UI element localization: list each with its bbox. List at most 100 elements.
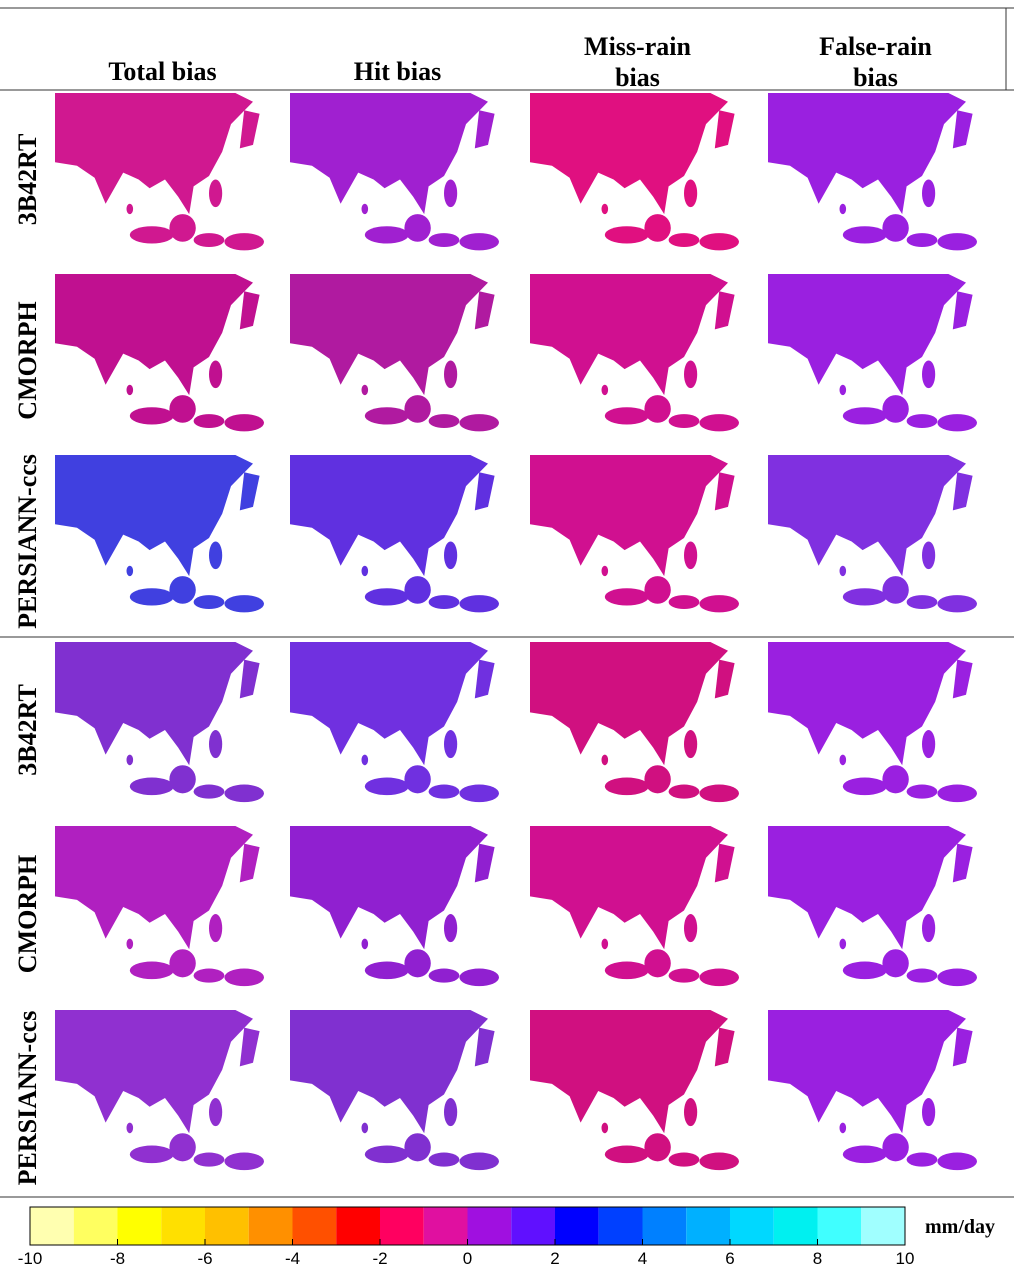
tick-label: 2 xyxy=(550,1249,559,1268)
island xyxy=(684,914,698,943)
island xyxy=(459,414,500,432)
island xyxy=(193,968,225,983)
row-label: CMORPH xyxy=(13,301,42,419)
island xyxy=(126,203,134,215)
island xyxy=(404,576,431,604)
land xyxy=(55,274,253,396)
japan xyxy=(239,843,260,883)
column-header: Miss-rain bias xyxy=(584,32,691,92)
island xyxy=(882,949,909,978)
japan xyxy=(714,472,735,511)
tick-label: -2 xyxy=(372,1249,387,1268)
colorbar-bin xyxy=(773,1207,818,1245)
island xyxy=(169,395,196,423)
japan xyxy=(474,1027,495,1067)
island xyxy=(404,395,431,423)
japan xyxy=(952,843,973,883)
japan xyxy=(714,291,735,330)
island xyxy=(644,214,671,242)
land xyxy=(530,1010,728,1134)
island xyxy=(224,233,264,251)
island xyxy=(644,765,671,794)
island xyxy=(882,214,909,242)
island xyxy=(193,414,225,428)
land xyxy=(55,93,253,215)
island xyxy=(839,203,847,215)
tick-label: -6 xyxy=(197,1249,212,1268)
colorbar-bin xyxy=(598,1207,643,1245)
land xyxy=(55,826,253,950)
land xyxy=(768,826,966,950)
island xyxy=(937,414,977,432)
land xyxy=(530,826,728,950)
island xyxy=(126,754,134,766)
map-panel xyxy=(768,455,977,613)
map-panel xyxy=(290,455,500,613)
island xyxy=(364,1145,409,1164)
island xyxy=(428,968,460,983)
tick-label: 10 xyxy=(896,1249,915,1268)
island xyxy=(839,565,847,577)
island xyxy=(444,730,458,759)
island xyxy=(937,233,977,251)
map-panel xyxy=(55,93,264,251)
map-panel xyxy=(290,274,500,432)
island xyxy=(126,565,134,577)
map-panel xyxy=(768,93,977,251)
colorbar-bin xyxy=(730,1207,774,1245)
island xyxy=(644,949,671,978)
island xyxy=(361,754,369,766)
island xyxy=(882,765,909,794)
land xyxy=(290,455,488,577)
island xyxy=(699,233,739,251)
island xyxy=(842,961,887,980)
island xyxy=(601,203,609,215)
island xyxy=(404,765,431,794)
island xyxy=(601,565,609,577)
colorbar-bin xyxy=(30,1207,74,1245)
column-header: False-rain bias xyxy=(819,32,932,92)
island xyxy=(428,233,460,247)
land xyxy=(768,1010,966,1134)
japan xyxy=(714,843,735,883)
colorbar-bin xyxy=(380,1207,424,1245)
island xyxy=(937,968,977,987)
island xyxy=(404,949,431,978)
colorbar-unit: mm/day xyxy=(925,1216,995,1238)
land xyxy=(55,642,253,766)
land xyxy=(530,455,728,577)
island xyxy=(839,938,847,950)
island xyxy=(699,784,739,803)
island xyxy=(684,360,698,389)
island xyxy=(364,588,409,606)
island xyxy=(668,784,700,799)
island xyxy=(126,938,134,950)
column-header: Total bias xyxy=(108,57,216,86)
island xyxy=(906,595,938,609)
map-panel xyxy=(290,826,500,987)
island xyxy=(129,588,174,606)
tick-label: 4 xyxy=(638,1249,647,1268)
japan xyxy=(952,472,973,511)
island xyxy=(444,541,458,570)
island xyxy=(601,384,609,396)
island xyxy=(428,414,460,428)
japan xyxy=(714,110,735,149)
row-label: PERSIANN-ccs xyxy=(13,454,42,629)
island xyxy=(668,1152,700,1167)
island xyxy=(444,360,458,389)
land xyxy=(290,1010,488,1134)
japan xyxy=(474,291,495,330)
map-panel xyxy=(290,1010,500,1171)
map-panel xyxy=(768,826,977,987)
island xyxy=(699,595,739,613)
land xyxy=(768,455,966,577)
island xyxy=(842,407,887,425)
row-label: PERSIANN-ccs xyxy=(13,1011,42,1186)
land xyxy=(290,642,488,766)
island xyxy=(699,414,739,432)
island xyxy=(604,226,649,244)
island xyxy=(604,1145,649,1164)
map-panel xyxy=(530,826,739,987)
